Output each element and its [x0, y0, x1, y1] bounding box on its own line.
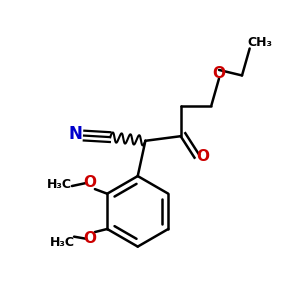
Text: O: O: [83, 231, 96, 246]
Text: CH₃: CH₃: [247, 37, 272, 50]
Text: O: O: [196, 148, 210, 164]
Text: H₃C: H₃C: [47, 178, 72, 191]
Text: O: O: [212, 66, 226, 81]
Text: N: N: [68, 125, 83, 143]
Text: H₃C: H₃C: [50, 236, 75, 249]
Text: O: O: [83, 176, 96, 190]
